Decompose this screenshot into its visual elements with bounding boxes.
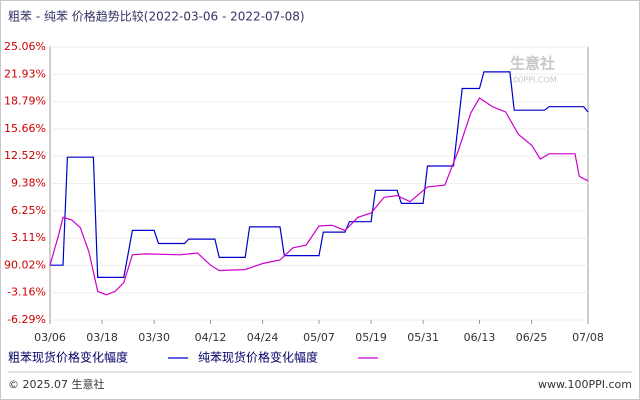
series-line (50, 71, 589, 278)
x-tick-label: 05/19 (355, 331, 387, 344)
footer-left: © 2025.07 生意社 (8, 377, 104, 391)
y-tick-label: 6.25% (11, 204, 46, 217)
legend-label: 粗苯现货价格变化幅度 (8, 350, 128, 365)
y-tick-label: -6.29% (7, 313, 46, 326)
x-tick-label: 05/31 (407, 331, 439, 344)
x-tick-label: 03/30 (138, 331, 170, 344)
y-tick-label: 25.06% (4, 40, 46, 53)
series-line (49, 97, 589, 296)
y-tick-label: 90.02% (4, 258, 46, 271)
y-tick-label: -3.16% (7, 286, 46, 299)
legend-label: 纯苯现货价格变化幅度 (198, 350, 318, 365)
x-tick-label: 04/24 (247, 331, 279, 344)
y-tick-label: 9.38% (11, 177, 46, 190)
chart-title: 粗苯 - 纯苯 价格趋势比较(2022-03-06 - 2022-07-08) (8, 9, 305, 24)
watermark-sub: 100PPI.COM (508, 76, 557, 85)
x-tick-label: 03/06 (34, 331, 66, 344)
y-tick-label: 15.66% (4, 122, 46, 135)
footer-right: www.100PPI.com (538, 378, 632, 391)
y-tick-label: 12.52% (4, 149, 46, 162)
x-tick-label: 06/25 (516, 331, 548, 344)
y-tick-label: 3.11% (11, 231, 46, 244)
x-tick-label: 04/12 (195, 331, 227, 344)
y-tick-label: 21.93% (4, 67, 46, 80)
x-tick-label: 06/13 (464, 331, 496, 344)
x-tick-label: 07/08 (572, 331, 604, 344)
x-tick-label: 03/18 (86, 331, 118, 344)
watermark: 生意社 (510, 55, 555, 73)
y-tick-label: 18.79% (4, 95, 46, 108)
x-tick-label: 05/07 (303, 331, 335, 344)
